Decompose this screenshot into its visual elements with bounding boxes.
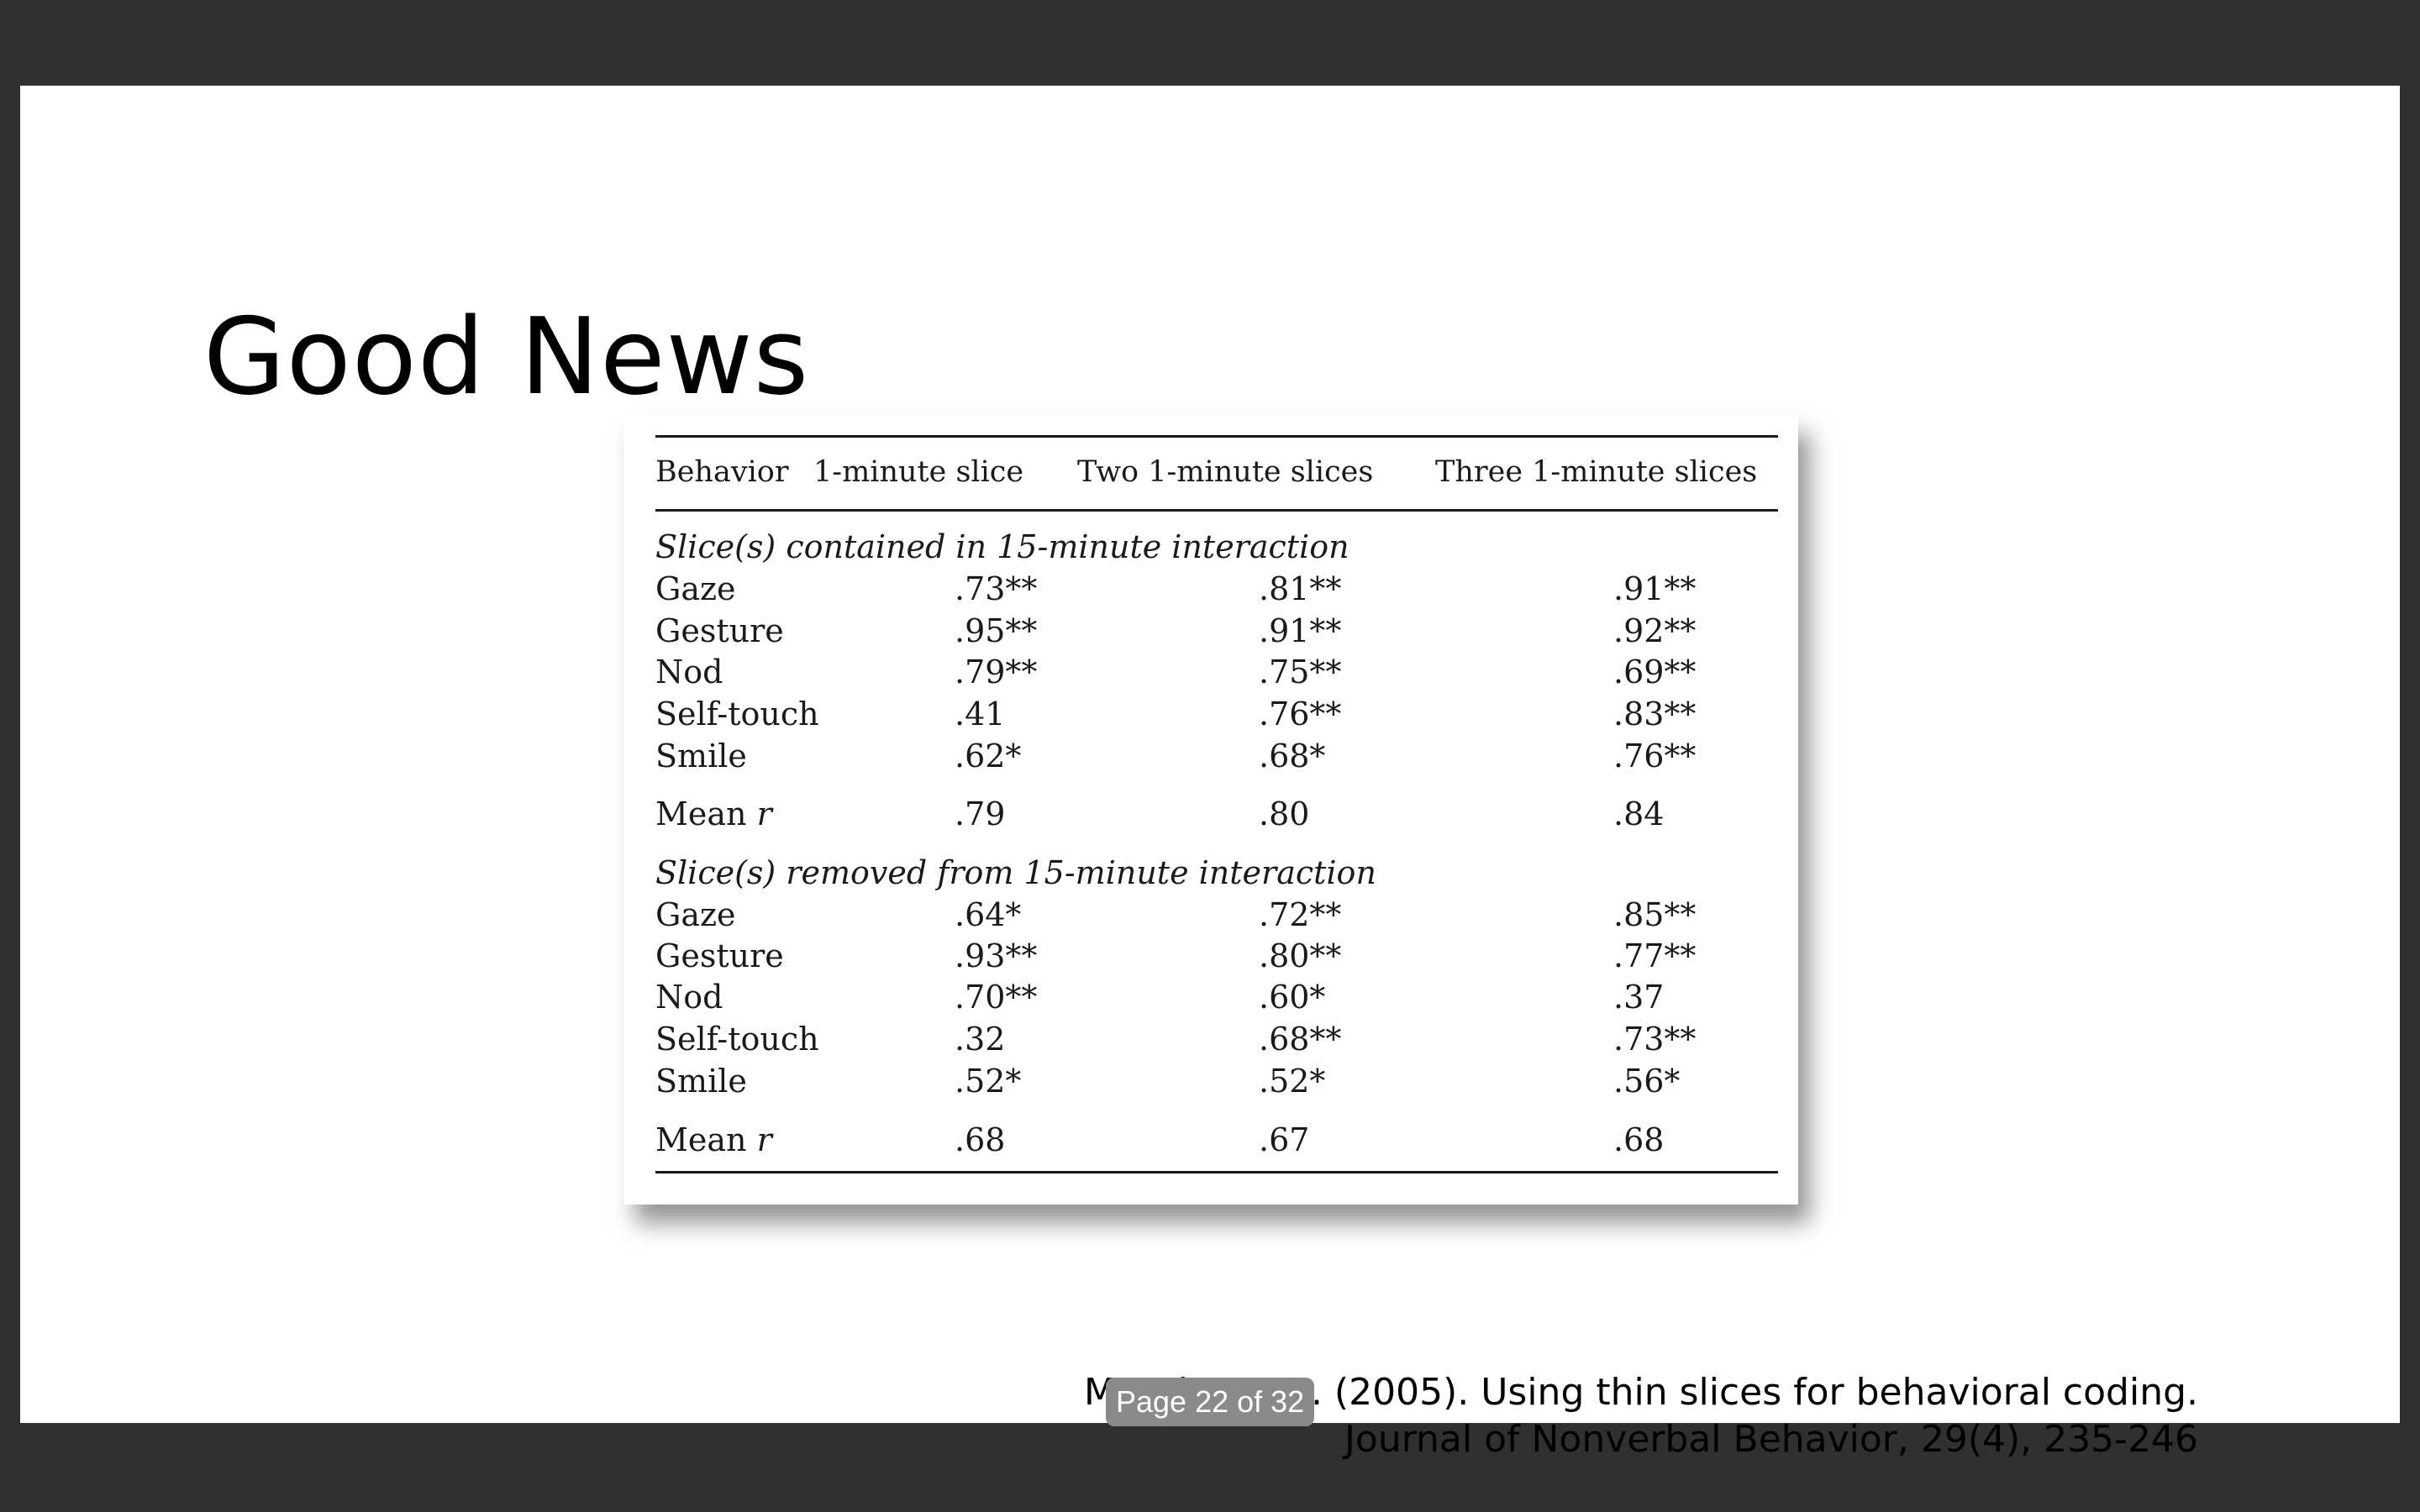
- mean-label: Mean: [655, 795, 747, 832]
- row-behavior: Self-touch: [655, 696, 819, 732]
- header-behavior: Behavior: [655, 455, 789, 489]
- row-behavior: Nod: [655, 654, 723, 690]
- mean-symbol: r: [756, 1121, 772, 1158]
- row-behavior: Smile: [655, 1063, 747, 1100]
- mean-symbol: r: [756, 795, 772, 832]
- row-value-three: .56*: [1613, 1063, 1681, 1100]
- row-value-two: .52*: [1259, 1063, 1326, 1100]
- row-value-one: .32: [955, 1021, 1006, 1058]
- row-value-one: .41: [955, 696, 1006, 732]
- table-header-rule: [655, 509, 1778, 512]
- row-value-one: .93**: [955, 937, 1038, 974]
- correlation-table: Behavior 1-minute slice Two 1-minute sli…: [623, 415, 1798, 1205]
- row-value-three: .91**: [1613, 570, 1697, 607]
- row-value-two: .80**: [1259, 937, 1342, 974]
- row-value-one: .95**: [955, 612, 1038, 649]
- mean-row-label: Mean r: [655, 795, 772, 833]
- row-value-two: .81**: [1259, 570, 1342, 607]
- mean-label: Mean: [655, 1121, 747, 1158]
- row-behavior: Gaze: [655, 570, 736, 607]
- row-value-two: .72**: [1259, 896, 1342, 933]
- row-value-two: .91**: [1259, 612, 1342, 649]
- slide-page: Good News Behavior 1-minute slice Two 1-…: [20, 86, 2400, 1461]
- row-value-two: .68*: [1259, 738, 1326, 774]
- row-value-three: .76**: [1613, 738, 1697, 774]
- section-label-contained: Slice(s) contained in 15-minute interact…: [655, 528, 1349, 565]
- table-top-rule: [655, 435, 1778, 438]
- mean-value-two: .80: [1259, 795, 1310, 832]
- header-one-slice: 1-minute slice: [813, 455, 1024, 489]
- row-behavior: Nod: [655, 979, 723, 1016]
- mean-value-one: .68: [955, 1121, 1006, 1158]
- header-two-slices: Two 1-minute slices: [1077, 455, 1374, 489]
- citation-line-2: Journal of Nonverbal Behavior, 29(4), 23…: [1344, 1418, 2198, 1461]
- row-value-one: .52*: [955, 1063, 1022, 1100]
- row-value-two: .60*: [1259, 979, 1326, 1016]
- row-value-one: .79**: [955, 654, 1038, 690]
- row-value-three: .77**: [1613, 937, 1697, 974]
- row-value-three: .37: [1613, 979, 1665, 1016]
- row-value-three: .92**: [1613, 612, 1697, 649]
- row-value-two: .68**: [1259, 1021, 1342, 1058]
- mean-value-three: .84: [1613, 795, 1665, 832]
- slide-title: Good News: [203, 295, 810, 418]
- row-behavior: Smile: [655, 738, 747, 774]
- row-value-one: .62*: [955, 738, 1022, 774]
- mean-row-label: Mean r: [655, 1121, 772, 1159]
- page-indicator: Page 22 of 32: [1106, 1378, 1315, 1426]
- table-bottom-rule: [655, 1171, 1778, 1173]
- section-label-removed: Slice(s) removed from 15-minute interact…: [655, 854, 1376, 891]
- row-behavior: Gesture: [655, 937, 784, 974]
- row-value-one: .73**: [955, 570, 1038, 607]
- row-behavior: Self-touch: [655, 1021, 819, 1058]
- row-value-one: .64*: [955, 896, 1022, 933]
- row-value-two: .76**: [1259, 696, 1342, 732]
- row-value-three: .73**: [1613, 1021, 1697, 1058]
- row-behavior: Gaze: [655, 896, 736, 933]
- row-value-one: .70**: [955, 979, 1038, 1016]
- row-value-two: .75**: [1259, 654, 1342, 690]
- header-three-slices: Three 1-minute slices: [1435, 455, 1758, 489]
- row-value-three: .83**: [1613, 696, 1697, 732]
- row-value-three: .69**: [1613, 654, 1697, 690]
- mean-value-one: .79: [955, 795, 1006, 832]
- mean-value-two: .67: [1259, 1121, 1310, 1158]
- row-behavior: Gesture: [655, 612, 784, 649]
- mean-value-three: .68: [1613, 1121, 1665, 1158]
- row-value-three: .85**: [1613, 896, 1697, 933]
